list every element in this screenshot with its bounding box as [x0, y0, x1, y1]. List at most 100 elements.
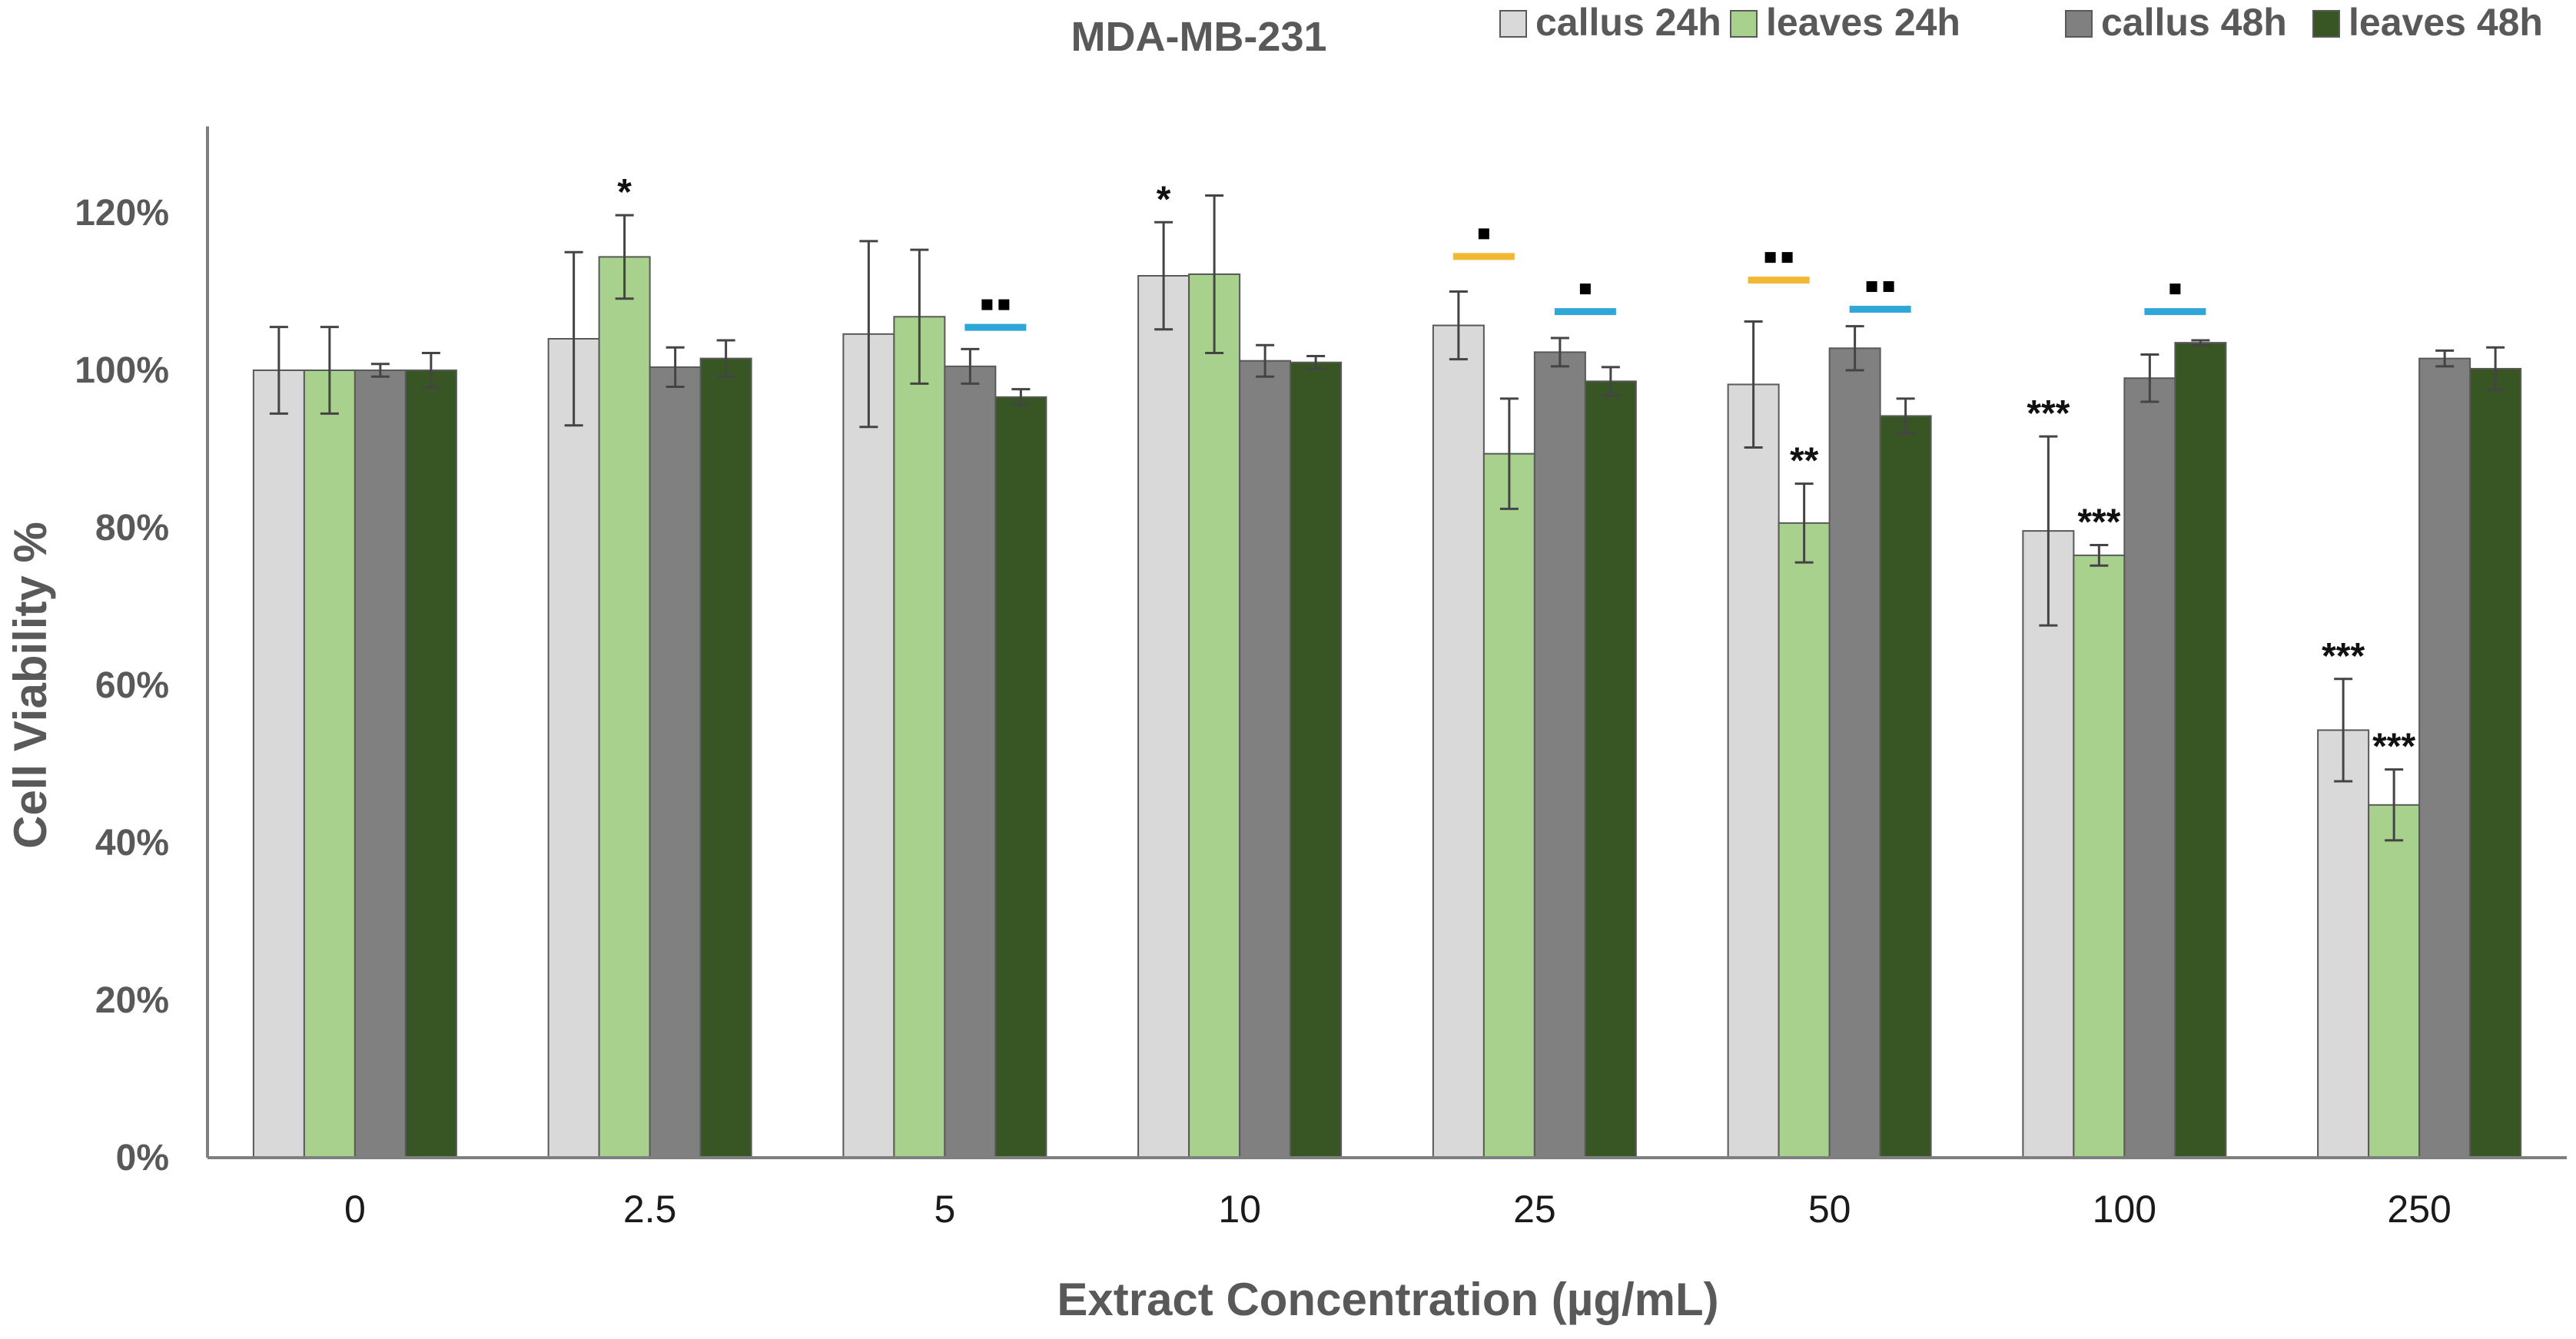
y-tick-100: 100% — [75, 350, 169, 391]
bar-leaves-48h-25 — [1584, 380, 1637, 1159]
legend-item-leaves-24h: leaves 24h — [1730, 1, 1960, 44]
chart-title: MDA-MB-231 — [1071, 14, 1326, 60]
error-bar-leaves-24h-0 — [320, 326, 339, 415]
comparison-dot — [998, 299, 1010, 310]
comparison-line — [1748, 277, 1810, 284]
bar-leaves-24h-2-5 — [598, 256, 651, 1158]
error-bar-callus-24h-2-5 — [564, 250, 583, 427]
legend-item-callus-24h: callus 24h — [1499, 1, 1721, 44]
axes-layer — [206, 126, 2567, 1159]
bar-leaves-48h-100 — [2174, 342, 2227, 1158]
legend-label: leaves 48h — [2349, 1, 2543, 44]
error-bar-leaves-48h-100 — [2191, 339, 2210, 346]
legend-label: callus 48h — [2101, 1, 2287, 44]
bar-callus-24h-50 — [1727, 383, 1780, 1158]
error-bar-leaves-48h-0 — [421, 351, 440, 389]
error-bar-leaves-24h-100 — [2090, 544, 2109, 567]
bar-callus-24h-10 — [1137, 275, 1190, 1158]
error-bar-callus-24h-5 — [859, 240, 878, 429]
error-bar-leaves-24h-25 — [1499, 397, 1519, 510]
error-bar-callus-48h-250 — [2435, 349, 2455, 368]
error-bars-layer — [269, 194, 2505, 842]
bar-leaves-24h-100 — [2073, 554, 2126, 1158]
comparison-marker-25-24h — [1452, 228, 1515, 260]
legend-label: leaves 24h — [1766, 1, 1960, 44]
x-tick-labels: 0 2.5 5 10 25 50 100 250 — [344, 1188, 2452, 1231]
bar-callus-24h-5 — [842, 333, 895, 1159]
error-bar-callus-48h-25 — [1550, 336, 1569, 368]
bar-leaves-24h-5 — [893, 316, 946, 1158]
comparison-dot — [2169, 283, 2181, 295]
significance-leaves-24h-50: ** — [1790, 441, 1819, 482]
bar-callus-24h-2-5 — [547, 338, 600, 1158]
comparison-dot — [1883, 281, 1894, 293]
comparison-line — [1554, 308, 1616, 316]
x-tick-5: 5 — [934, 1188, 955, 1231]
comparison-dot — [1478, 228, 1489, 240]
bar-callus-48h-10 — [1239, 360, 1292, 1159]
error-bar-leaves-48h-250 — [2486, 346, 2505, 392]
bar-leaves-48h-50 — [1879, 415, 1932, 1158]
significance-callus-24h-100: *** — [2027, 393, 2070, 434]
error-bar-callus-48h-2-5 — [666, 346, 685, 389]
comparison-line — [1849, 306, 1911, 313]
x-tick-2-5: 2.5 — [623, 1188, 677, 1231]
significance-leaves-24h-100: *** — [2077, 502, 2120, 543]
comparison-marker-100-48h — [2144, 283, 2206, 316]
error-bar-callus-48h-50 — [1845, 325, 1864, 372]
x-tick-50: 50 — [1808, 1188, 1851, 1231]
bar-leaves-48h-2-5 — [699, 357, 752, 1158]
error-bar-leaves-24h-250 — [2385, 768, 2404, 842]
bar-callus-48h-25 — [1533, 351, 1586, 1158]
error-bar-callus-24h-50 — [1744, 320, 1763, 449]
y-tick-20: 20% — [95, 980, 169, 1021]
bar-callus-48h-250 — [2418, 357, 2471, 1158]
significance-callus-24h-250: *** — [2322, 636, 2365, 677]
error-bar-callus-24h-250 — [2334, 678, 2353, 783]
legend-swatch — [2312, 10, 2340, 38]
error-bar-leaves-48h-5 — [1011, 388, 1031, 406]
bar-leaves-48h-0 — [404, 370, 457, 1158]
error-bar-callus-48h-0 — [370, 363, 390, 378]
legend-swatch — [1499, 10, 1527, 38]
comparison-dot — [1579, 283, 1591, 295]
comparison-line — [2144, 308, 2206, 316]
y-tick-120: 120% — [75, 193, 169, 234]
error-bar-leaves-24h-50 — [1794, 482, 1814, 564]
bar-leaves-24h-25 — [1482, 452, 1535, 1158]
y-tick-60: 60% — [95, 665, 169, 706]
error-bar-callus-24h-10 — [1154, 220, 1173, 331]
bar-callus-48h-0 — [354, 370, 407, 1158]
legend-item-callus-48h: callus 48h — [2065, 1, 2287, 44]
comparison-line — [964, 323, 1027, 331]
error-bar-leaves-48h-50 — [1896, 397, 1915, 435]
bar-callus-48h-50 — [1828, 347, 1881, 1158]
legend-swatch — [1730, 10, 1758, 38]
bar-callus-48h-2-5 — [649, 366, 702, 1158]
comparison-dot — [1866, 281, 1877, 293]
comparison-markers-layer — [964, 228, 2206, 331]
error-bar-callus-24h-100 — [2039, 435, 2058, 627]
bar-leaves-24h-0 — [303, 370, 356, 1158]
bar-callus-24h-0 — [252, 370, 305, 1158]
legend-label: callus 24h — [1535, 1, 1721, 44]
x-tick-25: 25 — [1513, 1188, 1556, 1231]
x-tick-250: 250 — [2387, 1188, 2451, 1231]
comparison-dot — [981, 299, 993, 310]
significance-leaves-24h-2-5: * — [617, 172, 632, 213]
y-tick-labels: 0% 20% 40% 60% 80% 100% 120% — [75, 193, 169, 1178]
error-bar-callus-48h-100 — [2140, 353, 2159, 403]
bars-layer — [252, 256, 2522, 1159]
significance-callus-24h-10: * — [1157, 179, 1171, 220]
bar-leaves-24h-250 — [2368, 804, 2421, 1159]
comparison-marker-50-48h — [1849, 281, 1911, 313]
legend: callus 24h leaves 24h callus 48h leaves 48h — [1499, 1, 2543, 44]
comparison-dot — [1781, 252, 1793, 263]
error-bar-leaves-24h-5 — [910, 248, 929, 385]
error-bar-leaves-48h-2-5 — [716, 339, 735, 378]
comparison-line — [1452, 253, 1515, 260]
comparison-dot — [1764, 252, 1776, 263]
bar-callus-48h-100 — [2123, 377, 2176, 1158]
